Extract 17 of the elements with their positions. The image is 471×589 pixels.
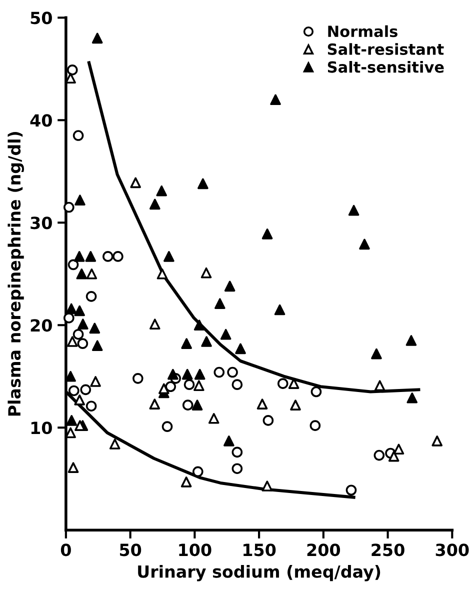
legend-label: Salt-sensitive — [328, 60, 444, 73]
x-tick-label: 100 — [179, 544, 212, 556]
legend-label: Salt-resistant — [328, 43, 444, 55]
x-tick-label: 150 — [244, 544, 276, 556]
x-tick-label: 50 — [120, 544, 142, 556]
legend-label: Normals — [328, 25, 398, 38]
x-tick-label: 300 — [436, 544, 469, 556]
y-tick-label: 20 — [30, 319, 52, 332]
x-tick-label: 250 — [372, 544, 404, 556]
y-tick-label: 10 — [31, 422, 52, 434]
x-tick-label: 200 — [307, 544, 340, 556]
y-tick-label: 40 — [30, 114, 52, 127]
x-axis-title: Urinary sodium (meq/day) — [138, 564, 380, 582]
y-tick-label: 30 — [30, 216, 52, 230]
y-tick-label: 50 — [30, 12, 52, 24]
y-axis-title: Plasma norepinephrine (ng/dl) — [8, 132, 24, 416]
x-tick-label: 0 — [60, 544, 71, 556]
